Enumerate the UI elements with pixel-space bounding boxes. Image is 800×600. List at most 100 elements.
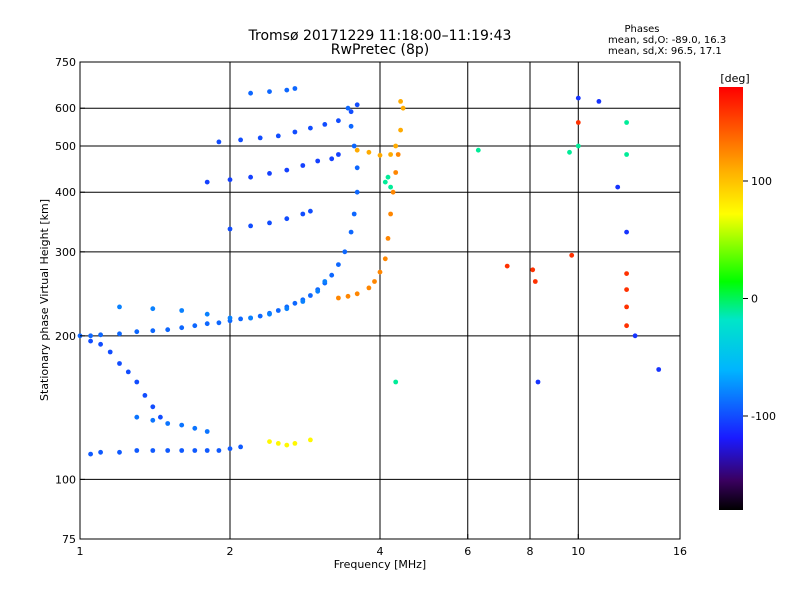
- colorbar: [719, 87, 743, 510]
- echo-point: [150, 306, 156, 312]
- echo-point: [624, 152, 629, 157]
- echo-point: [354, 147, 360, 153]
- echo-point: [354, 189, 360, 195]
- echo-point: [348, 123, 354, 129]
- echo-point: [348, 229, 354, 235]
- echo-point: [336, 295, 341, 301]
- echo-point: [575, 143, 581, 149]
- echo-point: [624, 271, 629, 276]
- echo-point: [388, 184, 393, 190]
- echo-point: [292, 300, 298, 306]
- y-tick-label: 400: [55, 186, 76, 199]
- echo-point: [395, 152, 401, 157]
- echo-point: [315, 288, 321, 294]
- x-tick-label: 10: [571, 545, 585, 558]
- echo-point: [248, 90, 254, 96]
- echo-point: [275, 133, 281, 139]
- echo-point: [315, 158, 321, 164]
- echo-point: [336, 118, 341, 124]
- echo-point: [308, 125, 313, 131]
- echo-point: [257, 313, 263, 319]
- phases-heading: Phases: [624, 24, 659, 35]
- echo-point: [624, 229, 629, 235]
- echo-point: [624, 323, 629, 329]
- echo-point: [351, 143, 357, 149]
- echo-point: [117, 331, 122, 337]
- echo-point: [475, 147, 481, 153]
- echo-point: [142, 393, 148, 398]
- echo-point: [227, 177, 233, 183]
- echo-point: [388, 152, 393, 157]
- echo-point: [300, 163, 306, 168]
- stats-x-mode: mean, sd,X: 96.5, 17.1: [608, 46, 722, 57]
- echo-point: [284, 306, 290, 312]
- echo-point: [165, 448, 171, 453]
- echo-point: [204, 429, 210, 434]
- colorbar-label: [deg]: [720, 72, 749, 85]
- echo-point: [88, 338, 93, 344]
- x-tick-label: 8: [527, 545, 534, 558]
- echo-point: [179, 308, 185, 313]
- echo-point: [567, 149, 572, 155]
- x-tick-label: 2: [227, 545, 234, 558]
- y-tick-label: 600: [55, 102, 76, 115]
- colorbar-tick-label: 100: [751, 175, 772, 188]
- echo-point: [292, 86, 298, 91]
- echo-point: [624, 287, 629, 292]
- y-tick-label: 750: [55, 56, 76, 69]
- y-tick-label: 75: [62, 533, 76, 546]
- echo-point: [575, 95, 581, 101]
- echo-point: [532, 279, 538, 284]
- echo-point: [393, 143, 399, 149]
- echo-point: [385, 174, 391, 180]
- echo-point: [134, 379, 140, 385]
- echo-point: [248, 223, 254, 229]
- echo-point: [377, 152, 383, 158]
- echo-point: [393, 379, 399, 385]
- echo-point: [150, 448, 156, 453]
- y-axis-label: Stationary phase Virtual Height [km]: [38, 199, 51, 401]
- echo-point: [366, 149, 372, 155]
- echo-point: [192, 323, 198, 329]
- echo-point: [150, 417, 156, 423]
- echo-point: [535, 379, 541, 385]
- echo-point: [569, 252, 575, 258]
- echo-point: [575, 120, 581, 125]
- echo-point: [284, 442, 290, 448]
- y-tick-label: 300: [55, 246, 76, 259]
- echo-point: [398, 99, 403, 104]
- echo-point: [179, 448, 185, 453]
- echo-point: [134, 448, 140, 453]
- grid-lines: [80, 62, 680, 539]
- echo-point: [267, 89, 272, 94]
- echo-point: [238, 444, 244, 450]
- stats-o-mode: mean, sd,O: -89.0, 16.3: [608, 35, 726, 46]
- echo-point: [204, 321, 210, 327]
- echo-point: [382, 179, 388, 185]
- echo-point: [117, 361, 122, 366]
- echo-point: [354, 102, 360, 108]
- echo-point: [345, 293, 351, 299]
- x-tick-label: 1: [77, 545, 84, 558]
- echo-point: [354, 165, 360, 171]
- echo-point: [204, 179, 210, 185]
- echo-point: [179, 325, 185, 331]
- echo-point: [227, 226, 233, 232]
- echo-point: [615, 184, 621, 190]
- echo-point: [284, 167, 290, 173]
- echo-point: [308, 293, 313, 298]
- y-tick-label: 500: [55, 140, 76, 153]
- echo-point: [227, 446, 233, 452]
- y-tick-label: 200: [55, 330, 76, 343]
- echo-point: [88, 333, 93, 339]
- echo-point: [342, 249, 348, 255]
- echo-point: [216, 448, 222, 453]
- echo-point: [336, 262, 341, 267]
- echo-point: [98, 332, 103, 338]
- x-axis-label: Frequency [MHz]: [334, 558, 426, 571]
- echo-point: [107, 349, 113, 355]
- echo-point: [292, 129, 298, 135]
- echo-point: [88, 451, 93, 457]
- chart-subtitle: RwPretec (8p): [331, 42, 429, 58]
- echo-point: [158, 414, 163, 420]
